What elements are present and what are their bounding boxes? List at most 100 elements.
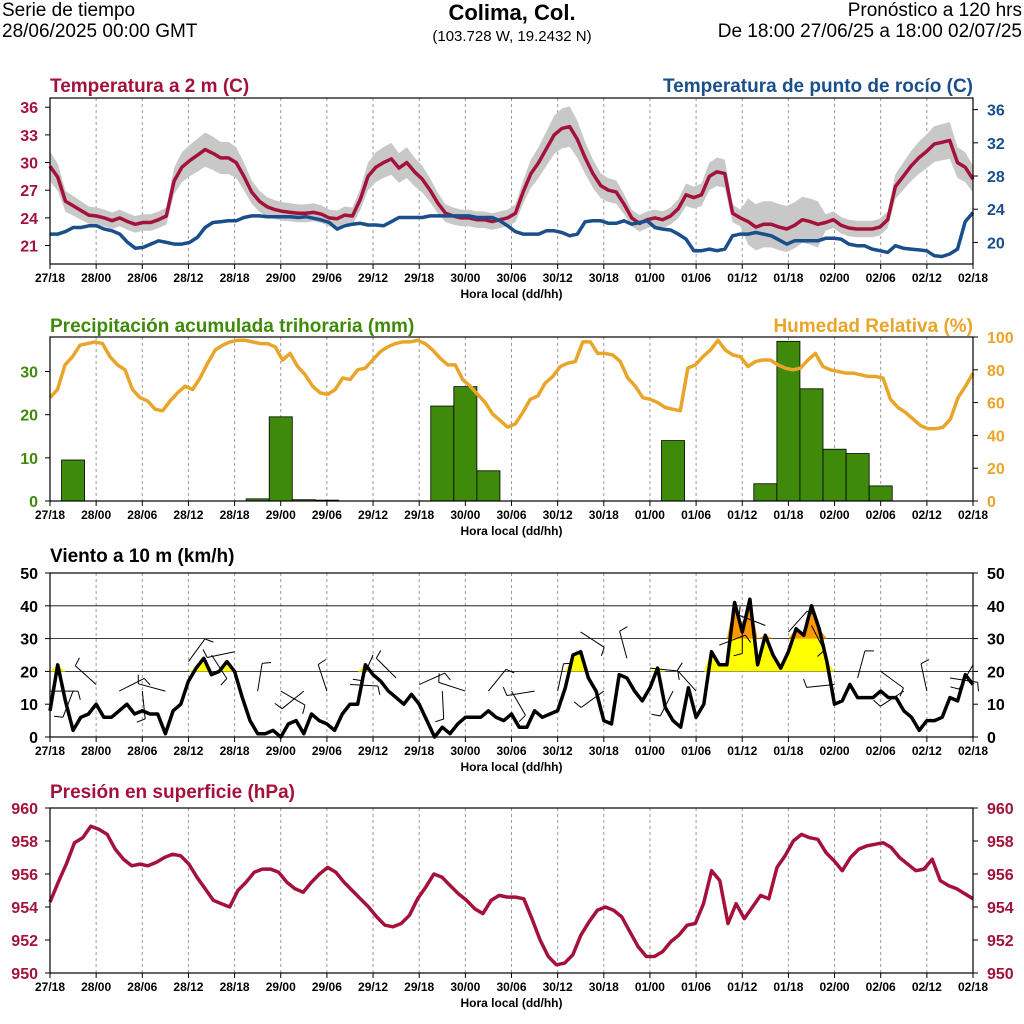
wind-barb-feather [220,678,228,686]
temperature-title: Temperatura a 2 m (C) [50,76,249,97]
x-tick-label: 30/12 [543,980,573,994]
y-tick-label-left: 0 [29,730,38,747]
x-tick-label: 28/18 [220,744,250,758]
x-tick-label: 02/12 [912,744,942,758]
x-tick-label: 30/18 [589,980,619,994]
x-tick-label: 28/18 [220,271,250,285]
wind-barb [349,684,378,687]
wind-barb-feather [77,690,81,700]
x-tick-label: 29/12 [358,980,388,994]
y-tick-label-left: 960 [11,801,38,818]
x-tick-label: 30/06 [496,744,526,758]
y-tick-label-right: 0 [987,494,996,511]
wind-barb [280,690,306,706]
x-tick-label: 28/00 [81,980,111,994]
wind-barb-feather [352,678,362,682]
location-coordinates: (103.728 W, 19.2432 N) [432,28,592,45]
y-tick-label-left: 956 [11,867,38,884]
y-tick-label-right: 956 [987,867,1014,884]
x-tick-label: 29/06 [312,744,342,758]
wind-barb-feather [600,647,605,656]
header-run-datetime: 28/06/2025 00:00 GMT [2,21,198,42]
wind-title: Viento a 10 m (km/h) [50,546,234,567]
y-tick-label-right: 960 [987,801,1014,818]
x-tick-label: 02/06 [866,980,896,994]
precip-bar [799,388,824,502]
x-tick-label: 02/18 [958,744,988,758]
x-tick-label: 30/18 [589,271,619,285]
precip-bar [61,459,86,502]
precip-bar [868,485,893,502]
x-tick-label: 02/18 [958,271,988,285]
y-tick-label-left: 36 [20,100,38,117]
precip-bar [661,440,685,502]
y-tick-label-left: 21 [20,239,38,256]
x-tick-label: 01/06 [681,508,711,522]
wind-barb [74,665,97,685]
x-tick-label: 29/12 [358,508,388,522]
y-tick-label-left: 20 [20,664,38,681]
x-tick-label: 28/00 [81,508,111,522]
y-tick-label-right: 60 [987,396,1005,413]
x-tick-label: 01/06 [681,980,711,994]
x-tick-label: 01/00 [635,980,665,994]
x-tick-label: 02/06 [866,508,896,522]
precip-bar [453,386,478,502]
x-tick-label: 02/12 [912,271,942,285]
page-title: Colima, Col. [448,0,576,25]
y-tick-label-left: 10 [20,451,38,468]
pressure-line [48,824,974,967]
wind-barb [488,668,507,692]
wind-barb-feather [873,699,881,707]
y-tick-label-left: 30 [20,156,38,173]
x-tick-label: 30/18 [589,744,619,758]
y-tick-label-right: 40 [987,428,1005,445]
y-tick-label-right: 950 [987,966,1014,983]
wind-barb-feather [950,686,960,690]
y-tick-label-left: 24 [20,211,38,228]
x-tick-label: 30/12 [543,271,573,285]
x-tick-label: 02/00 [820,508,850,522]
wind-barb-feather [274,702,283,710]
plot-frame [49,97,974,265]
x-tick-label: 01/18 [773,508,803,522]
x-tick-label: 02/06 [866,271,896,285]
wind-barb-feather [435,718,444,723]
humidity-line [48,338,975,431]
wind-barb-feather [676,662,683,671]
x-tick-label: 29/00 [266,271,296,285]
wind-barb [257,663,263,692]
wind-barb [441,691,445,720]
wind-barbs [49,606,979,723]
x-tick-label: 29/18 [404,980,434,994]
x-tick-label: 02/00 [820,271,850,285]
x-tick-label: 02/18 [958,508,988,522]
x-tick-label: 29/00 [266,744,296,758]
wind-barb-feather [573,701,582,708]
x-tick-label: 29/06 [312,508,342,522]
wind-barb [375,657,397,679]
x-tick-label: 28/12 [173,980,203,994]
plot-frame [49,572,974,738]
wind-barb-feather [377,685,381,695]
x-tick-label: 27/18 [35,744,65,758]
y-tick-label-left: 30 [20,632,38,649]
wind-barb-feather [744,634,752,643]
y-tick-label-right: 954 [987,900,1014,917]
wind-barb-feather [518,714,526,723]
wind-barb-feather [143,678,151,686]
y-tick-label-left: 30 [20,365,38,382]
y-tick-label-left: 40 [20,599,38,616]
wind-barb-feather [302,704,306,714]
precip-bar [845,453,870,502]
wind-barb-feather [651,713,661,717]
wind-barb-feather [74,657,80,667]
humidity-title: Humedad Relativa (%) [773,316,973,337]
y-tick-label-right: 32 [987,136,1005,153]
wind-barb-feather [920,659,930,665]
wind-barb [211,654,228,679]
x-tick-label: 30/06 [496,271,526,285]
wind-barb [118,677,145,692]
x-tick-label: 27/18 [35,508,65,522]
